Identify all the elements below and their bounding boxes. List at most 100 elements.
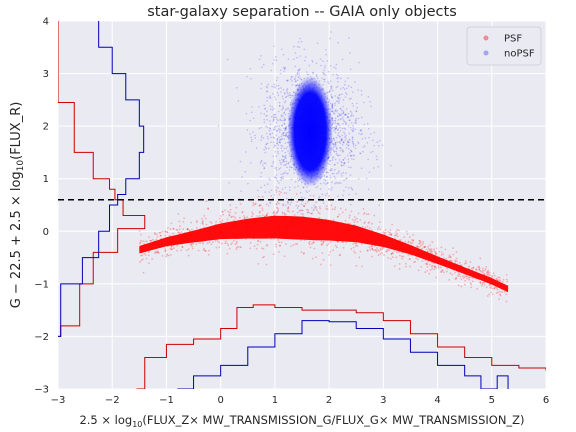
- nopsf-point: [352, 145, 355, 147]
- nopsf-point: [322, 78, 325, 81]
- psf-point: [293, 214, 296, 216]
- nopsf-point: [286, 146, 289, 148]
- nopsf-point: [283, 164, 285, 166]
- nopsf-point: [348, 193, 351, 196]
- nopsf-point: [360, 167, 363, 170]
- nopsf-point: [316, 185, 319, 188]
- nopsf-point: [290, 178, 293, 181]
- nopsf-point: [346, 154, 349, 157]
- psf-point: [422, 242, 425, 245]
- nopsf-point: [329, 37, 331, 40]
- psf-point: [294, 242, 297, 245]
- psf-point: [286, 200, 289, 203]
- nopsf-point: [291, 84, 294, 86]
- nopsf-point: [296, 56, 298, 59]
- psf-point: [470, 267, 473, 270]
- psf-point: [237, 245, 239, 248]
- nopsf-point: [283, 138, 286, 141]
- nopsf-point: [270, 165, 273, 167]
- psf-point: [207, 207, 209, 210]
- nopsf-point: [267, 137, 269, 140]
- nopsf-point: [330, 85, 333, 87]
- nopsf-point: [250, 111, 253, 114]
- psf-point: [227, 210, 230, 213]
- nopsf-point: [272, 155, 275, 158]
- nopsf-point: [343, 179, 345, 182]
- psf-point: [390, 233, 393, 236]
- psf-point: [424, 271, 427, 274]
- psf-core-band: [139, 215, 509, 293]
- psf-point: [197, 241, 200, 244]
- nopsf-point: [352, 125, 354, 127]
- nopsf-point: [352, 130, 354, 133]
- nopsf-point: [271, 106, 274, 108]
- nopsf-point: [301, 196, 303, 199]
- nopsf-point: [347, 158, 350, 161]
- y-tick-label: 4: [43, 17, 49, 28]
- psf-point: [142, 240, 144, 243]
- psf-point: [419, 245, 422, 248]
- nopsf-point: [335, 125, 338, 128]
- psf-point: [418, 242, 421, 245]
- psf-point: [186, 228, 189, 231]
- psf-point: [154, 232, 156, 234]
- psf-point: [321, 252, 324, 254]
- nopsf-point: [334, 182, 336, 185]
- nopsf-point: [365, 177, 368, 180]
- psf-point: [275, 189, 277, 191]
- nopsf-point: [286, 79, 289, 82]
- psf-point: [401, 257, 404, 260]
- psf-point: [191, 247, 194, 250]
- psf-point: [426, 265, 429, 268]
- psf-point: [178, 228, 181, 231]
- psf-point: [235, 240, 238, 243]
- nopsf-point: [278, 141, 281, 143]
- nopsf-point: [276, 180, 279, 182]
- nopsf-point: [336, 172, 338, 175]
- nopsf-point: [350, 203, 352, 206]
- nopsf-point: [278, 128, 280, 131]
- nopsf-point: [333, 139, 336, 141]
- psf-point: [281, 212, 284, 215]
- nopsf-point: [351, 188, 353, 190]
- psf-point: [430, 250, 433, 253]
- psf-point: [482, 271, 484, 274]
- nopsf-point: [267, 205, 270, 207]
- psf-point: [488, 293, 491, 296]
- psf-point: [498, 276, 501, 279]
- psf-point: [147, 251, 150, 254]
- nopsf-point: [282, 105, 284, 107]
- psf-point: [155, 233, 158, 236]
- nopsf-point: [331, 110, 333, 113]
- nopsf-point: [278, 101, 281, 104]
- nopsf-point: [298, 68, 301, 71]
- nopsf-point: [306, 211, 309, 214]
- psf-point: [296, 243, 299, 246]
- nopsf-point: [285, 109, 287, 112]
- nopsf-point: [266, 142, 269, 145]
- nopsf-point: [272, 162, 275, 165]
- nopsf-point: [283, 68, 286, 71]
- nopsf-core: [287, 76, 333, 187]
- nopsf-point: [337, 102, 340, 104]
- psf-point: [354, 216, 356, 219]
- nopsf-point: [336, 122, 339, 125]
- nopsf-point: [337, 171, 340, 174]
- psf-point: [485, 271, 488, 274]
- nopsf-point: [338, 132, 340, 134]
- psf-point: [303, 205, 306, 208]
- psf-point: [195, 243, 198, 246]
- psf-point: [398, 268, 401, 270]
- nopsf-point: [294, 186, 296, 189]
- nopsf-point: [278, 131, 281, 133]
- psf-point: [180, 249, 183, 252]
- nopsf-point: [294, 77, 296, 79]
- nopsf-point: [286, 197, 288, 200]
- nopsf-point: [280, 135, 283, 138]
- nopsf-point: [334, 120, 336, 122]
- psf-point: [239, 246, 242, 249]
- psf-point: [220, 221, 223, 224]
- nopsf-point: [336, 100, 339, 103]
- nopsf-point: [339, 149, 342, 152]
- nopsf-point: [334, 163, 336, 166]
